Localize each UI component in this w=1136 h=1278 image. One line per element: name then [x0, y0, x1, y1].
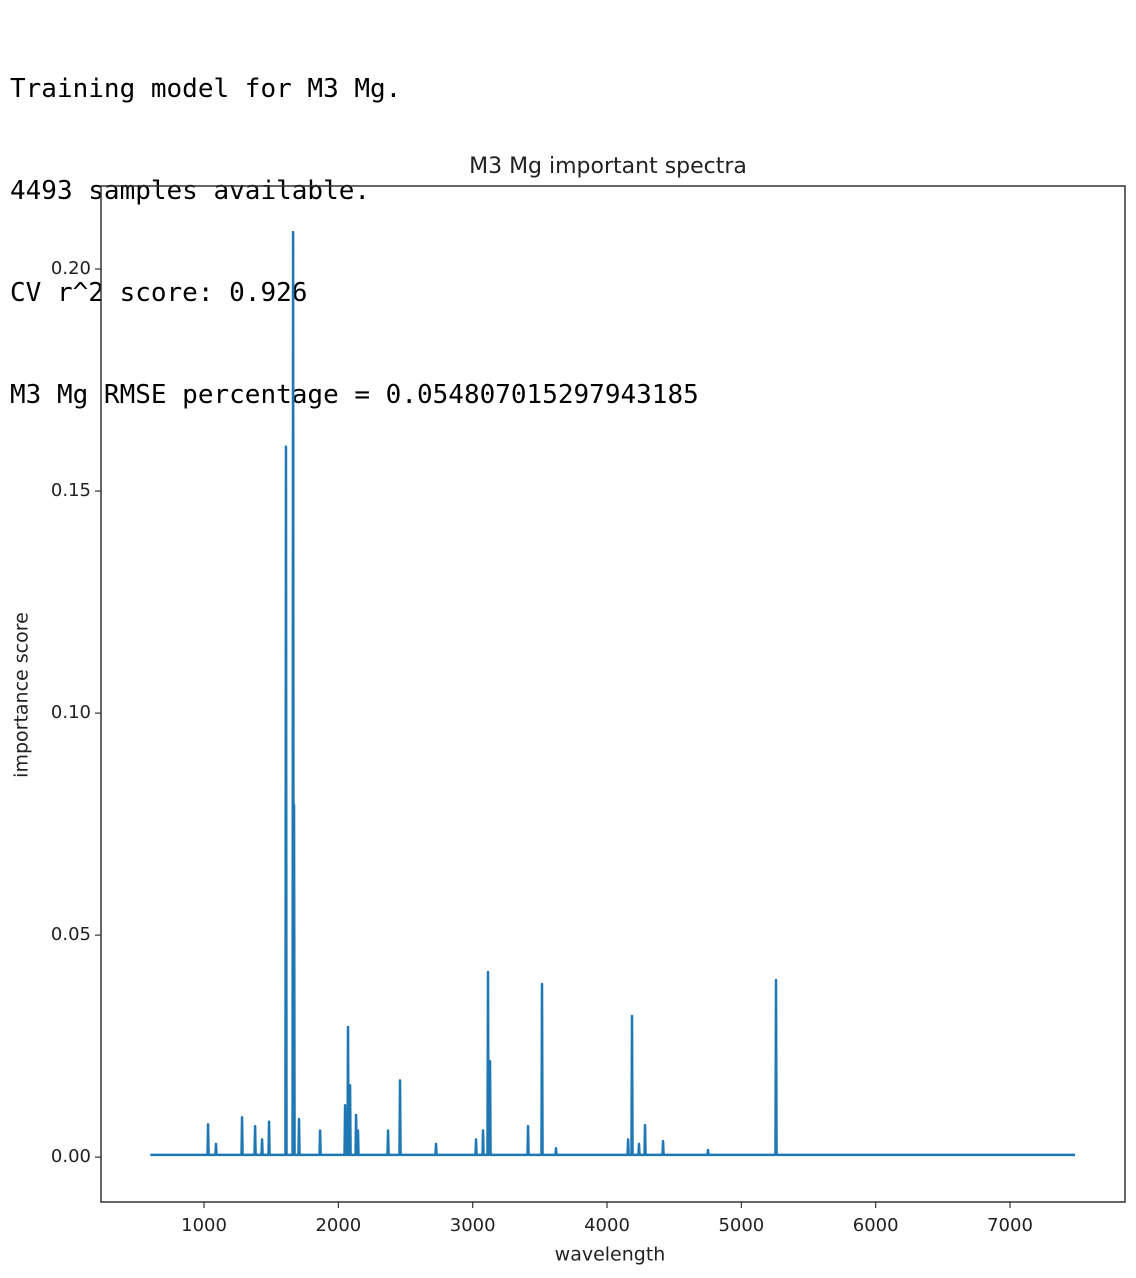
plot-frame: [100, 185, 1126, 1203]
x-axis-label: wavelength: [555, 1244, 666, 1266]
x-tick-label: 5000: [718, 1215, 764, 1236]
y-tick-label: 0.05: [51, 924, 91, 945]
x-tick-label: 6000: [853, 1215, 899, 1236]
output-line: CV r^2 score: 0.926: [10, 278, 308, 308]
y-tick-label: 0.15: [51, 480, 91, 501]
x-tick-label: 1000: [181, 1215, 227, 1236]
output-line: M3 Mg RMSE percentage = 0.05480701529794…: [10, 380, 699, 410]
x-tick-label: 4000: [584, 1215, 630, 1236]
y-tick-label: 0.20: [51, 258, 91, 279]
x-tick-label: 7000: [987, 1215, 1033, 1236]
y-tick-label: 0.00: [51, 1146, 91, 1167]
x-tick-label: 2000: [315, 1215, 361, 1236]
x-tick-label: 3000: [450, 1215, 496, 1236]
output-line: Training model for M3 Mg.: [10, 74, 402, 104]
y-axis-label: importance score: [11, 612, 33, 778]
y-tick-label: 0.10: [51, 702, 91, 723]
output-line: 4493 samples available.: [10, 176, 371, 206]
chart-title: M3 Mg important spectra: [469, 154, 747, 179]
series-line: [150, 230, 1076, 1157]
output-text: Training model for M3 Mg. 4493 samples a…: [10, 4, 699, 446]
